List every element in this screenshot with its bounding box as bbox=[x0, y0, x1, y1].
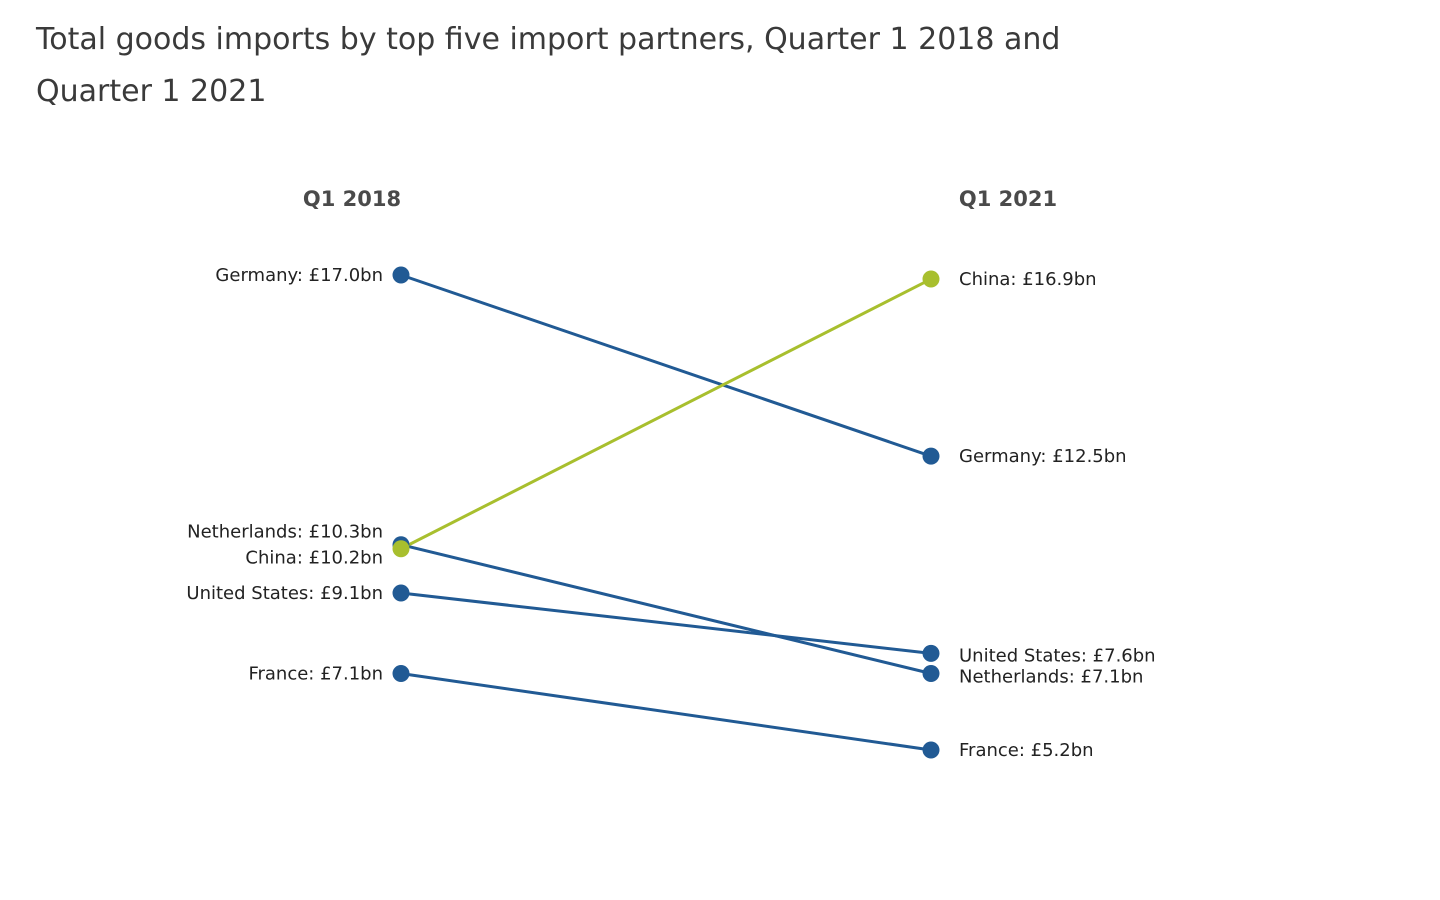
line-china bbox=[400, 277, 932, 551]
point-germany-left[interactable] bbox=[392, 266, 410, 284]
point-netherlands-right[interactable] bbox=[922, 665, 940, 683]
label-united-states-right: United States: £7.6bn bbox=[959, 645, 1156, 666]
period-label-right: Q1 2021 bbox=[959, 187, 1057, 211]
period-label-left: Q1 2018 bbox=[303, 187, 401, 211]
series-labels: Germany: £17.0bn Germany: £12.5bn Netherla… bbox=[186, 265, 1155, 761]
line-netherlands bbox=[400, 543, 932, 675]
point-germany-right[interactable] bbox=[922, 447, 940, 465]
label-germany-right: Germany: £12.5bn bbox=[959, 446, 1127, 467]
point-united-states-left[interactable] bbox=[392, 584, 410, 602]
label-china-right: China: £16.9bn bbox=[959, 269, 1097, 290]
label-france-right: France: £5.2bn bbox=[959, 740, 1094, 761]
chart-title: Total goods imports by top five import p… bbox=[36, 22, 1061, 109]
point-france-left[interactable] bbox=[392, 665, 410, 683]
label-china-left: China: £10.2bn bbox=[245, 548, 383, 569]
label-germany-left: Germany: £17.0bn bbox=[215, 265, 383, 286]
series-points bbox=[392, 266, 940, 759]
point-france-right[interactable] bbox=[922, 741, 940, 759]
label-france-left: France: £7.1bn bbox=[248, 664, 383, 685]
line-germany bbox=[400, 273, 932, 458]
line-united-states bbox=[400, 591, 932, 655]
point-united-states-right[interactable] bbox=[922, 644, 940, 662]
point-china-left[interactable] bbox=[392, 540, 410, 558]
point-china-right[interactable] bbox=[922, 270, 940, 288]
series-lines bbox=[400, 273, 932, 752]
label-netherlands-left: Netherlands: £10.3bn bbox=[187, 522, 383, 543]
label-united-states-left: United States: £9.1bn bbox=[186, 583, 383, 604]
label-netherlands-right: Netherlands: £7.1bn bbox=[959, 667, 1143, 688]
line-france bbox=[400, 672, 932, 752]
